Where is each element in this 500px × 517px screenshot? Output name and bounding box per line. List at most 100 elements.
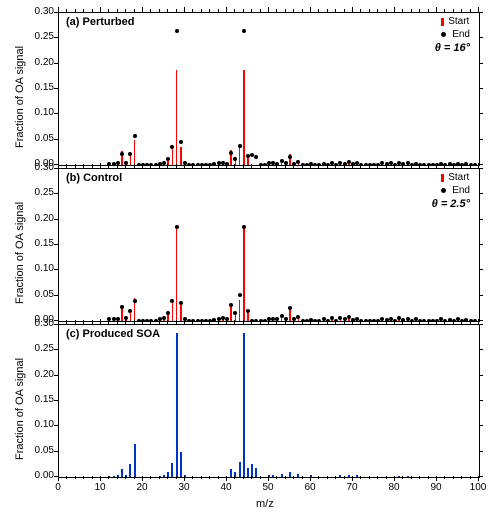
ytick-mark (479, 219, 483, 220)
spectrum-dot (464, 318, 468, 322)
xtick-mark (184, 7, 185, 12)
xtick-mark (100, 319, 101, 324)
spectrum-dot (406, 317, 410, 321)
xtick-minor (83, 165, 84, 168)
xtick-mark (226, 319, 227, 324)
xtick-minor (318, 165, 319, 168)
xtick-minor (117, 476, 118, 479)
spectrum-bar (243, 70, 245, 165)
spectrum-bar (180, 147, 182, 165)
xtick-minor (234, 476, 235, 479)
ytick-label: 0.25 (18, 343, 54, 354)
panel-title: (a) Perturbed (66, 16, 134, 28)
xtick-minor (344, 165, 345, 168)
spectrum-dot (233, 157, 237, 161)
ytick-mark (479, 269, 483, 270)
xtick-minor (360, 321, 361, 324)
spectrum-dot (166, 311, 170, 315)
ytick-label: 0.30 (18, 318, 54, 329)
xtick-minor (444, 165, 445, 168)
spectrum-dot (179, 301, 183, 305)
xtick-minor (386, 476, 387, 479)
xtick-minor (234, 165, 235, 168)
spectrum-bar (129, 464, 131, 477)
xtick-minor (176, 9, 177, 12)
xtick-mark (100, 163, 101, 168)
ytick-mark (54, 63, 58, 64)
ytick-mark (479, 375, 483, 376)
xtick-minor (318, 9, 319, 12)
xtick-minor (377, 165, 378, 168)
xtick-minor (335, 476, 336, 479)
xtick-minor (134, 165, 135, 168)
xtick-minor (293, 165, 294, 168)
plot-area-c (58, 324, 480, 478)
ytick-label: 0.30 (18, 6, 54, 17)
xtick-mark (184, 319, 185, 324)
xtick-minor (209, 9, 210, 12)
xtick-minor (201, 321, 202, 324)
xtick-minor (209, 165, 210, 168)
xtick-minor (218, 476, 219, 479)
spectrum-bar (289, 310, 291, 321)
legend-swatch-bar (441, 18, 444, 26)
xtick-mark (58, 319, 59, 324)
xtick-mark (352, 163, 353, 168)
xtick-minor (461, 476, 462, 479)
xtick-mark (226, 476, 227, 481)
xtick-mark (436, 163, 437, 168)
x-axis-label: m/z (256, 498, 274, 510)
xtick-minor (176, 165, 177, 168)
ytick-mark (54, 269, 58, 270)
xtick-mark (436, 7, 437, 12)
xtick-mark (184, 163, 185, 168)
xtick-minor (159, 321, 160, 324)
xtick-label: 40 (214, 482, 238, 493)
legend-item: End (441, 184, 470, 197)
xtick-minor (218, 165, 219, 168)
spectrum-dot (338, 316, 342, 320)
xtick-minor (411, 321, 412, 324)
xtick-minor (276, 165, 277, 168)
xtick-minor (66, 321, 67, 324)
spectrum-dot (212, 318, 216, 322)
ytick-mark (479, 63, 483, 64)
legend: StartEnd (441, 15, 470, 41)
xtick-minor (318, 476, 319, 479)
xtick-minor (369, 476, 370, 479)
xtick-minor (377, 321, 378, 324)
spectrum-dot-baseline (196, 163, 200, 166)
xtick-minor (453, 476, 454, 479)
spectrum-dot (128, 309, 132, 313)
spectrum-dot-baseline (364, 163, 368, 166)
spectrum-dot (238, 293, 242, 297)
ytick-mark (479, 400, 483, 401)
spectrum-dot (238, 144, 242, 148)
xtick-minor (159, 476, 160, 479)
xtick-minor (461, 321, 462, 324)
xtick-mark (394, 163, 395, 168)
ytick-mark (54, 451, 58, 452)
spectrum-bar (398, 476, 400, 477)
xtick-minor (125, 321, 126, 324)
legend: StartEnd (441, 171, 470, 197)
xtick-minor (461, 9, 462, 12)
spectrum-dot (439, 162, 443, 166)
xtick-minor (344, 9, 345, 12)
xtick-mark (268, 319, 269, 324)
xtick-minor (150, 476, 151, 479)
xtick-minor (150, 9, 151, 12)
spectrum-dot (229, 303, 233, 307)
spectrum-dot-baseline (154, 319, 158, 322)
xtick-minor (386, 9, 387, 12)
spectrum-bar (339, 475, 341, 477)
ytick-mark (54, 324, 58, 325)
xtick-minor (260, 165, 261, 168)
xtick-minor (108, 165, 109, 168)
ytick-mark (479, 324, 483, 325)
xtick-minor (293, 9, 294, 12)
spectrum-dot (456, 162, 460, 166)
spectrum-dot (280, 314, 284, 318)
xtick-minor (192, 9, 193, 12)
ytick-mark (54, 113, 58, 114)
